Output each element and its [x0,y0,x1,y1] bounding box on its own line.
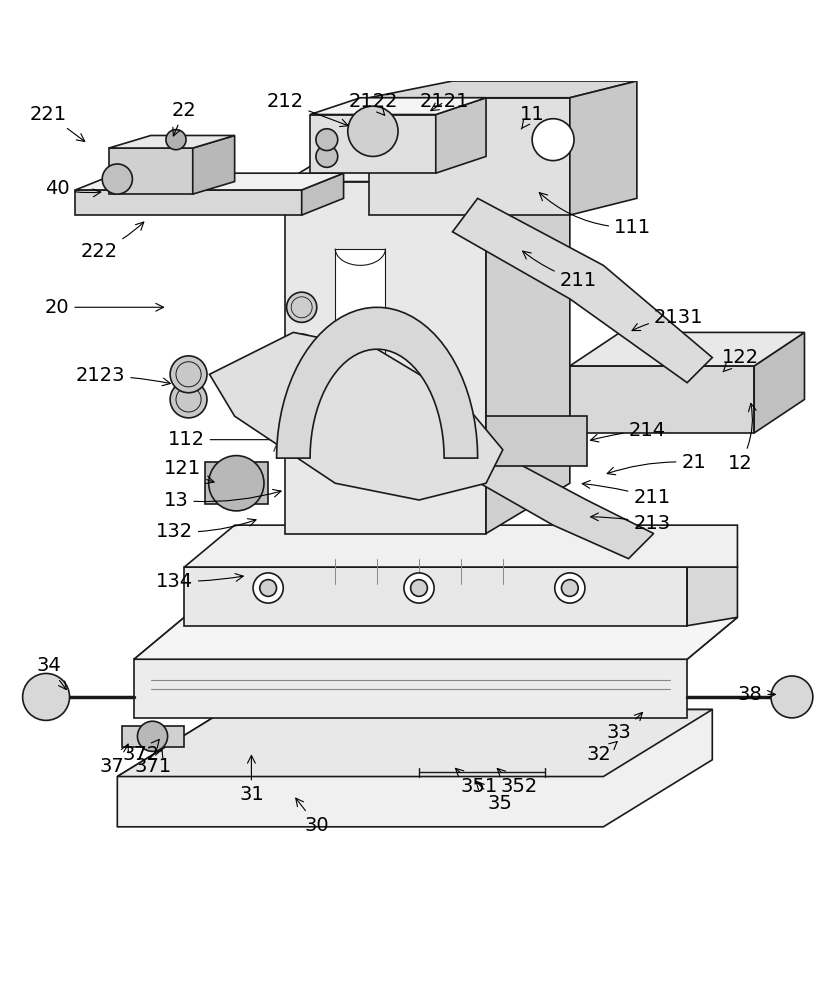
Text: 2123: 2123 [75,366,170,386]
Circle shape [316,129,338,151]
Text: 112: 112 [168,430,323,449]
Circle shape [348,106,398,156]
Text: 221: 221 [30,105,85,141]
Circle shape [287,418,317,448]
Polygon shape [210,332,503,500]
Text: 34: 34 [36,656,66,690]
Text: 371: 371 [135,749,172,776]
Polygon shape [369,98,570,215]
Polygon shape [122,726,184,747]
Text: 111: 111 [540,193,651,237]
Polygon shape [453,198,712,383]
Text: 2131: 2131 [632,308,704,331]
Polygon shape [369,81,637,98]
Circle shape [555,573,585,603]
Polygon shape [117,710,712,827]
Circle shape [287,334,317,364]
Circle shape [166,130,186,150]
Text: 22: 22 [172,101,197,136]
Polygon shape [335,249,385,458]
Circle shape [561,580,578,596]
Circle shape [102,164,132,194]
Polygon shape [570,81,637,215]
Circle shape [316,146,338,167]
Text: 13: 13 [163,489,281,510]
Circle shape [404,573,434,603]
Text: 20: 20 [44,298,163,317]
Polygon shape [570,332,804,366]
Polygon shape [134,617,737,659]
Polygon shape [310,115,436,173]
Circle shape [137,721,168,751]
Text: 372: 372 [122,739,159,764]
Circle shape [209,456,264,511]
Polygon shape [109,148,193,194]
Polygon shape [436,98,486,173]
Text: 211: 211 [523,251,597,290]
Polygon shape [117,710,712,777]
Text: 352: 352 [497,768,538,796]
Text: 31: 31 [239,755,264,804]
Polygon shape [570,366,754,433]
Text: 30: 30 [296,798,329,835]
Text: 38: 38 [737,685,775,704]
Polygon shape [754,332,804,433]
Circle shape [23,673,70,720]
Text: 12: 12 [727,403,756,473]
Text: 214: 214 [591,421,665,442]
Polygon shape [109,135,235,148]
Polygon shape [184,567,737,626]
Text: 134: 134 [156,572,243,591]
Text: 213: 213 [591,513,670,533]
Text: 11: 11 [520,105,545,129]
Text: 132: 132 [156,519,256,541]
Polygon shape [277,307,478,458]
Circle shape [260,580,277,596]
Text: 2122: 2122 [348,92,398,115]
Polygon shape [302,173,344,215]
Circle shape [771,676,813,718]
Polygon shape [285,182,486,534]
Circle shape [532,119,574,161]
Text: 212: 212 [266,92,349,127]
Text: 21: 21 [608,453,706,475]
Text: 121: 121 [164,459,214,483]
Polygon shape [134,659,687,718]
Polygon shape [193,135,235,194]
Polygon shape [486,131,570,534]
Text: 122: 122 [722,348,758,372]
Text: 33: 33 [606,712,643,742]
Polygon shape [75,190,302,215]
Polygon shape [486,416,587,466]
Circle shape [411,580,427,596]
Text: 32: 32 [587,742,617,764]
Circle shape [287,292,317,322]
Text: 40: 40 [44,179,101,198]
Polygon shape [75,173,344,190]
Polygon shape [134,617,737,659]
Circle shape [287,376,317,406]
Polygon shape [205,462,268,504]
Circle shape [170,356,207,393]
Text: 211: 211 [582,481,670,507]
Text: 2121: 2121 [419,92,469,111]
Text: 351: 351 [456,768,498,796]
Polygon shape [184,525,737,567]
Polygon shape [285,131,570,182]
Text: 37: 37 [99,744,128,776]
Text: 35: 35 [476,781,513,813]
Circle shape [253,573,283,603]
Polygon shape [184,567,687,626]
Text: 222: 222 [80,222,144,261]
Polygon shape [310,98,486,115]
Polygon shape [436,433,654,559]
Circle shape [170,381,207,418]
